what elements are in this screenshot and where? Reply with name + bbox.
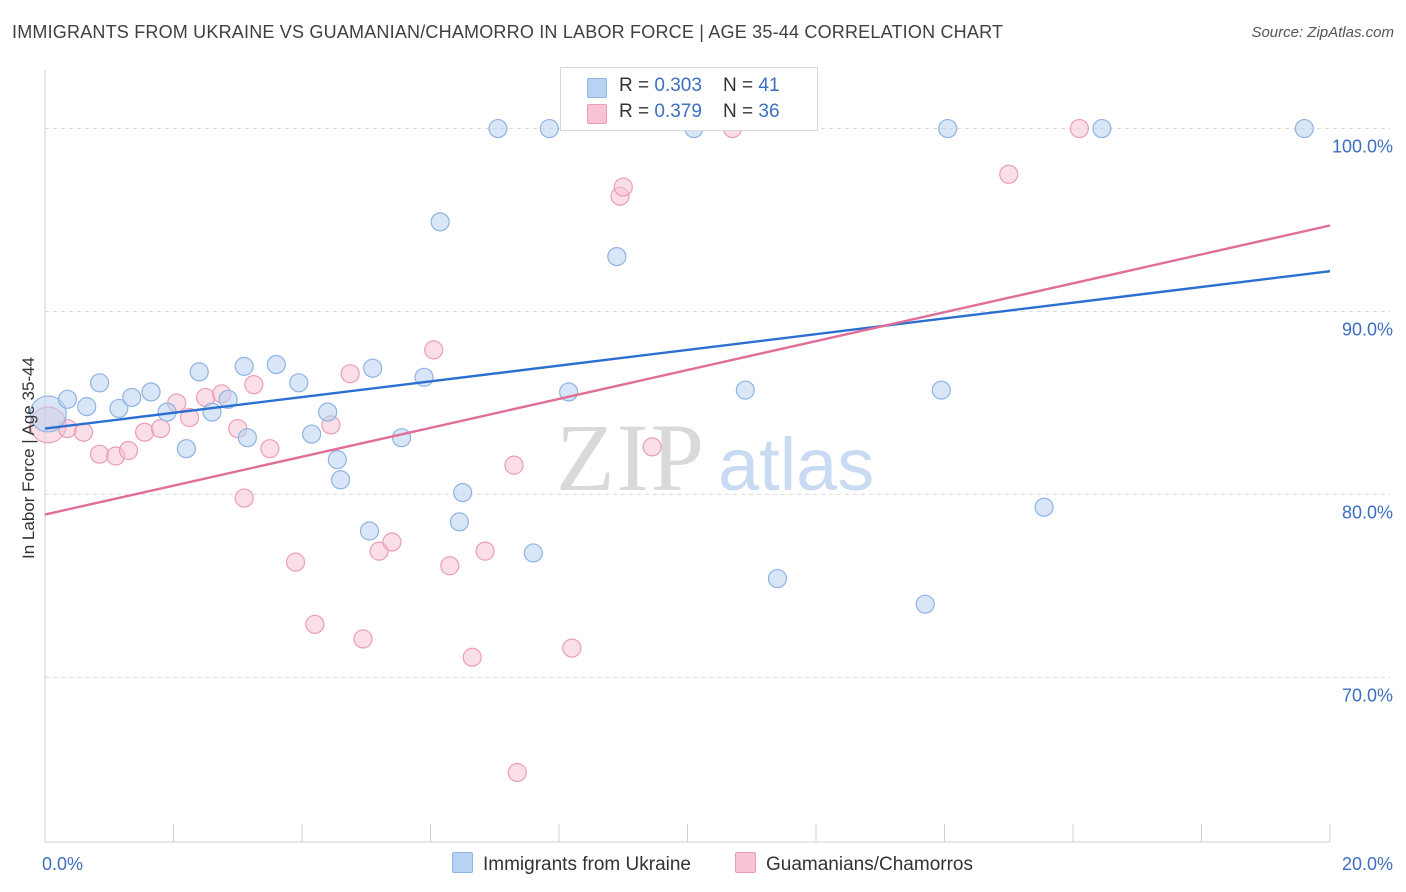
ukraine-point-21 bbox=[359, 521, 380, 541]
legend: R = 0.303 N = 41 R = 0.379 N = 36 bbox=[560, 67, 818, 131]
ukraine-point-17 bbox=[318, 402, 338, 422]
y-tick-label-1: 90.0% bbox=[1342, 319, 1393, 339]
ukraine-point-39 bbox=[1092, 118, 1112, 139]
guamanian-point-22 bbox=[382, 532, 402, 552]
guamanian-point-20 bbox=[353, 629, 373, 649]
guamanian-point-16 bbox=[285, 552, 306, 572]
ukraine-point-31 bbox=[607, 246, 627, 267]
guamanian-point-28 bbox=[507, 762, 527, 783]
ukraine-point-29 bbox=[539, 118, 559, 139]
y-axis-label: In Labor Force | Age 35-44 bbox=[19, 357, 38, 559]
ukraine-point-12 bbox=[237, 428, 257, 448]
guamanian-point-2 bbox=[73, 422, 94, 442]
ukraine-point-8 bbox=[176, 439, 196, 459]
guamanian-point-3 bbox=[90, 444, 110, 464]
ukraine-point-26 bbox=[449, 512, 470, 532]
bottom-legend-swatch-ukraine bbox=[452, 852, 473, 873]
ukraine-trend-line bbox=[44, 270, 1331, 430]
ukraine-point-9 bbox=[189, 362, 209, 382]
guamanian-point-31 bbox=[613, 177, 633, 197]
chart-title: IMMIGRANTS FROM UKRAINE VS GUAMANIAN/CHA… bbox=[12, 22, 1004, 42]
guamanian-point-5 bbox=[118, 440, 139, 461]
guamanian-point-23 bbox=[424, 340, 444, 360]
axes bbox=[44, 70, 1331, 843]
y-tick-label-3: 70.0% bbox=[1342, 685, 1393, 705]
legend-swatch-guamanians bbox=[587, 104, 607, 124]
ukraine-point-24 bbox=[430, 212, 450, 232]
x-tick-label-1: 20.0% bbox=[1342, 854, 1393, 874]
guamanian-point-9 bbox=[179, 407, 200, 428]
ukraine-point-40 bbox=[1294, 118, 1314, 139]
guamanian-point-13 bbox=[244, 375, 264, 395]
ukraine-point-4 bbox=[109, 398, 129, 419]
tick-labels: 100.0% 90.0% 80.0% 70.0% 0.0% 20.0% bbox=[42, 137, 1393, 874]
y-tick-label-0: 100.0% bbox=[1332, 137, 1393, 157]
series-ukraine-points bbox=[29, 118, 1314, 614]
guamanian-point-6 bbox=[134, 422, 155, 442]
ukraine-point-14 bbox=[266, 354, 286, 375]
ukraine-point-16 bbox=[302, 424, 322, 444]
legend-r-value: 0.379 bbox=[654, 101, 702, 122]
legend-swatch-ukraine bbox=[587, 78, 607, 98]
ukraine-point-38 bbox=[1034, 497, 1054, 517]
guamanian-point-19 bbox=[340, 364, 360, 384]
ukraine-point-1 bbox=[57, 389, 78, 409]
legend-n-label: N = bbox=[723, 101, 759, 122]
guamanian-point-17 bbox=[305, 614, 325, 634]
legend-n-label: N = bbox=[723, 75, 759, 96]
bottom-legend-guamanians: Guamanians/Chamorros bbox=[735, 852, 973, 876]
ukraine-point-35 bbox=[915, 594, 935, 614]
ukraine-point-19 bbox=[327, 450, 347, 470]
legend-r-value: 0.303 bbox=[654, 75, 702, 96]
x-tick-label-0: 0.0% bbox=[42, 854, 83, 874]
ukraine-point-2 bbox=[77, 397, 97, 417]
guamanian-point-25 bbox=[462, 647, 482, 667]
guamanian-point-32 bbox=[642, 437, 662, 457]
legend-r-label: R = bbox=[619, 101, 655, 122]
legend-n-value: 41 bbox=[758, 75, 780, 96]
guamanian-point-26 bbox=[475, 541, 495, 561]
ukraine-point-34 bbox=[767, 568, 788, 589]
ukraine-point-11 bbox=[218, 389, 238, 409]
guamanian-point-15 bbox=[260, 439, 280, 459]
ukraine-point-6 bbox=[141, 382, 161, 402]
ukraine-point-28 bbox=[523, 543, 543, 563]
ukraine-point-27 bbox=[488, 118, 508, 139]
ukraine-point-3 bbox=[90, 373, 110, 393]
ukraine-point-13 bbox=[234, 356, 254, 376]
guamanian-point-29 bbox=[562, 638, 582, 658]
ukraine-point-5 bbox=[122, 387, 142, 408]
ukraine-point-15 bbox=[289, 373, 309, 393]
guamanian-point-7 bbox=[151, 418, 171, 439]
y-tick-label-2: 80.0% bbox=[1342, 502, 1393, 522]
guamanian-point-14 bbox=[234, 488, 254, 508]
watermark: ZIP atlas bbox=[556, 404, 874, 511]
guamanian-trend-line bbox=[44, 224, 1331, 516]
bottom-legend-ukraine: Immigrants from Ukraine bbox=[452, 852, 691, 876]
ukraine-point-36 bbox=[931, 380, 951, 400]
guamanian-point-27 bbox=[504, 455, 524, 475]
guamanian-point-35 bbox=[1069, 118, 1090, 139]
bottom-legend-label-ukraine: Immigrants from Ukraine bbox=[483, 854, 691, 875]
trend-lines bbox=[44, 224, 1331, 516]
watermark-atlas: atlas bbox=[718, 423, 874, 506]
ukraine-point-18 bbox=[330, 470, 351, 490]
bottom-legend-label-guamanians: Guamanians/Chamorros bbox=[766, 854, 973, 875]
ukraine-point-33 bbox=[735, 380, 755, 400]
ukraine-point-22 bbox=[391, 428, 412, 448]
ukraine-point-10 bbox=[202, 402, 222, 422]
ukraine-point-37 bbox=[938, 118, 958, 139]
guamanian-point-34 bbox=[999, 164, 1019, 184]
guamanian-point-24 bbox=[440, 556, 460, 576]
legend-n-value: 36 bbox=[758, 101, 780, 122]
ukraine-point-20 bbox=[363, 358, 383, 378]
watermark-zip: ZIP bbox=[556, 404, 706, 511]
ukraine-point-25 bbox=[453, 482, 473, 503]
ukraine-point-0 bbox=[29, 395, 67, 433]
source-label: Source: ZipAtlas.com bbox=[1251, 24, 1394, 41]
bottom-legend-swatch-guamanians bbox=[735, 852, 756, 873]
legend-r-label: R = bbox=[619, 75, 655, 96]
